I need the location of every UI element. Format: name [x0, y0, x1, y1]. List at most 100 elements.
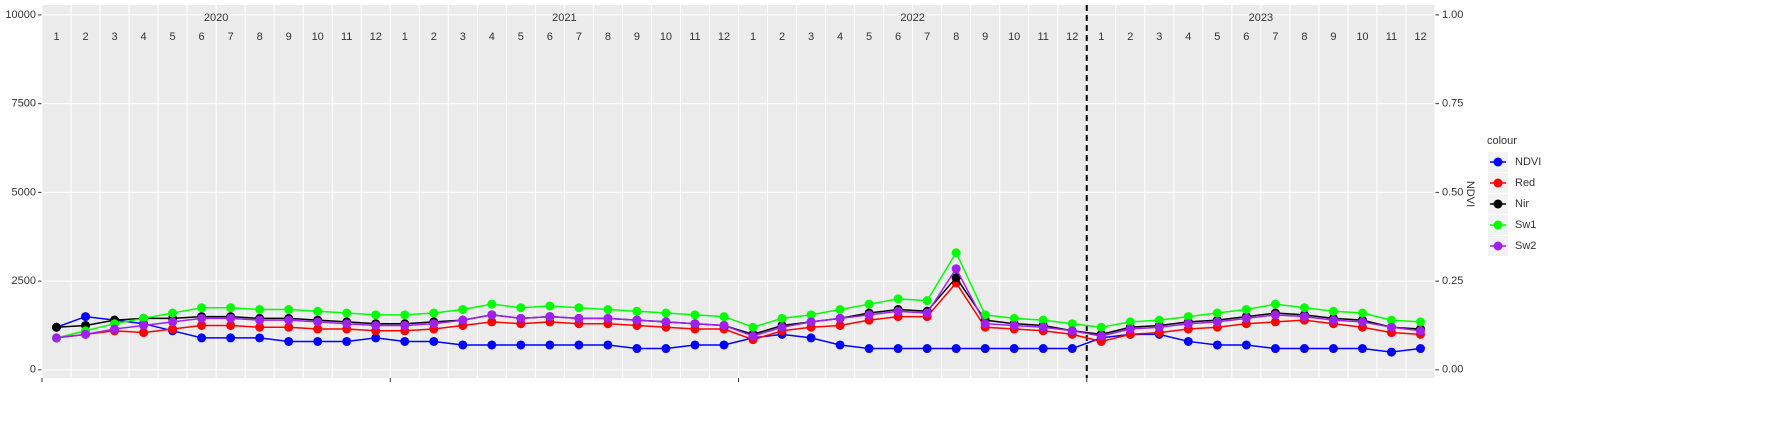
year-label: 2022	[900, 12, 924, 24]
month-label: 7	[576, 31, 582, 43]
month-label: 11	[689, 31, 700, 43]
data-point	[574, 340, 584, 350]
data-point	[1212, 340, 1222, 350]
legend-label: Sw2	[1515, 240, 1536, 252]
data-point	[52, 322, 62, 332]
data-point	[980, 319, 990, 329]
month-label: 1	[402, 31, 408, 43]
data-point	[1328, 306, 1338, 316]
data-point	[835, 313, 845, 323]
data-point	[487, 340, 497, 350]
data-point	[1386, 322, 1396, 332]
data-point	[835, 320, 845, 330]
data-point	[1299, 344, 1309, 354]
data-point	[1212, 317, 1222, 327]
data-point	[1067, 319, 1077, 329]
month-label: 7	[228, 31, 234, 43]
month-label: 3	[111, 31, 117, 43]
data-point	[284, 305, 294, 315]
month-label: 11	[1038, 31, 1049, 43]
data-point	[1299, 312, 1309, 322]
year-label: 2021	[552, 12, 576, 24]
data-point	[197, 303, 207, 313]
data-point	[139, 313, 149, 323]
data-point	[719, 340, 729, 350]
month-label: 7	[924, 31, 930, 43]
series-line	[56, 281, 1421, 343]
data-point	[1096, 322, 1106, 332]
data-point	[168, 317, 178, 327]
data-point	[255, 305, 265, 315]
month-label: 1	[750, 31, 756, 43]
data-point	[1415, 326, 1425, 336]
data-point	[661, 308, 671, 318]
y-tick-label: 2500	[12, 275, 36, 287]
data-point	[1357, 308, 1367, 318]
y-tick-label: 7500	[12, 98, 36, 110]
data-point	[893, 294, 903, 304]
data-point	[429, 336, 439, 346]
data-point	[1038, 322, 1048, 332]
month-label: 12	[1414, 31, 1426, 43]
series-line	[56, 315, 1421, 353]
month-label: 12	[718, 31, 730, 43]
month-label: 4	[1185, 31, 1191, 43]
month-label: 1	[1098, 31, 1104, 43]
data-point	[1386, 347, 1396, 357]
data-point	[1212, 308, 1222, 318]
data-point	[661, 344, 671, 354]
data-point	[1328, 315, 1338, 325]
data-point	[371, 333, 381, 343]
data-point	[632, 315, 642, 325]
month-label: 11	[1386, 31, 1397, 43]
data-point	[719, 320, 729, 330]
month-label: 8	[1301, 31, 1307, 43]
month-label: 6	[1243, 31, 1249, 43]
year-label: 2023	[1249, 12, 1273, 24]
data-point	[400, 336, 410, 346]
y2-tick-label: 0.25	[1442, 275, 1463, 287]
data-point	[864, 299, 874, 309]
data-point	[1067, 326, 1077, 336]
data-point	[81, 329, 91, 339]
data-point	[342, 319, 352, 329]
data-point	[52, 333, 62, 343]
data-point	[574, 303, 584, 313]
data-point	[255, 322, 265, 332]
data-point	[1270, 344, 1280, 354]
data-point	[951, 344, 961, 354]
data-point	[1183, 319, 1193, 329]
legend-label: Nir	[1515, 198, 1529, 210]
legend-dot	[1493, 178, 1503, 188]
data-point	[574, 313, 584, 323]
month-label: 3	[1156, 31, 1162, 43]
y-tick-label: 10000	[5, 9, 36, 21]
data-point	[632, 306, 642, 316]
month-label: 6	[895, 31, 901, 43]
data-point	[748, 331, 758, 341]
data-point	[690, 340, 700, 350]
data-point	[1415, 317, 1425, 327]
month-label: 9	[286, 31, 292, 43]
month-label: 12	[370, 31, 382, 43]
data-point	[1125, 324, 1135, 334]
legend-dot	[1493, 241, 1503, 251]
month-label: 2	[431, 31, 437, 43]
data-point	[922, 344, 932, 354]
data-point	[284, 322, 294, 332]
data-point	[922, 308, 932, 318]
data-point	[81, 312, 91, 322]
y2-tick-label: 0.00	[1442, 364, 1463, 376]
month-label: 7	[1272, 31, 1278, 43]
data-point	[487, 310, 497, 320]
series-line	[56, 267, 1421, 339]
data-point	[603, 313, 613, 323]
data-point	[951, 248, 961, 258]
data-point	[980, 310, 990, 320]
data-point	[197, 320, 207, 330]
data-point	[1299, 303, 1309, 313]
month-label: 6	[547, 31, 553, 43]
data-point	[342, 336, 352, 346]
data-point	[400, 310, 410, 320]
